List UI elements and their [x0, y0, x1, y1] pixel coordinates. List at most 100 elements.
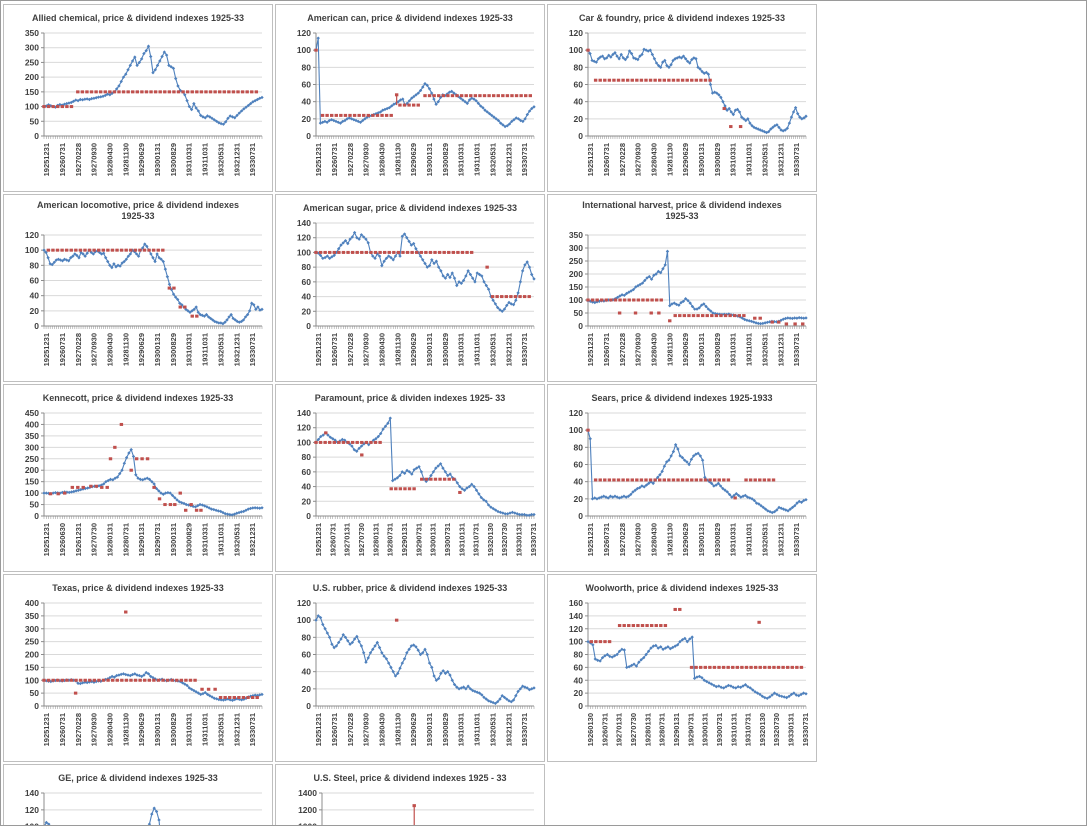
dividend-dot [412, 804, 416, 808]
dividend-dot [784, 322, 789, 326]
y-tick-label: 100 [297, 45, 311, 55]
chart-ge-price-dividend-indexes-1925-33: GE, price & dividend indexes 1925-330204… [3, 764, 273, 825]
price-marker [619, 52, 623, 57]
dividend-dot [170, 678, 174, 682]
price-marker [231, 316, 235, 321]
dividend-dot [621, 478, 625, 482]
price-marker [649, 646, 653, 650]
y-tick-label: 250 [569, 256, 583, 266]
price-marker [76, 98, 80, 103]
dividend-dot [631, 624, 636, 628]
dividend-dot [446, 94, 450, 98]
x-tick-label: 19290731 [153, 523, 162, 556]
price-marker [621, 56, 625, 60]
x-tick-label: 19311031 [201, 143, 210, 176]
dividend-dot [641, 298, 645, 302]
x-tick-label: 19321231 [776, 523, 785, 556]
dividend-dot [64, 248, 69, 252]
dividend-dot [710, 314, 714, 318]
dividend-dot [603, 640, 607, 644]
dividend-dot [208, 90, 213, 94]
x-tick-label: 19320531 [488, 713, 497, 746]
dividend-dot [452, 477, 456, 481]
dividend-dot [485, 265, 489, 269]
dividend-dot [420, 477, 424, 481]
dividend-dot [723, 314, 728, 318]
price-marker [149, 54, 153, 59]
y-tick-label: 1200 [298, 805, 317, 815]
price-marker [210, 318, 215, 322]
chart-canvas: Sears, price & dividend indexes 1925-193… [569, 393, 808, 556]
dividend-dot [341, 440, 346, 444]
dividend-dot [101, 248, 105, 252]
dividend-dot [607, 78, 612, 82]
price-marker [53, 490, 58, 495]
price-marker [804, 497, 808, 502]
price-marker [137, 60, 142, 65]
dividend-dot [790, 665, 794, 669]
dividend-dot [432, 94, 436, 98]
dividend-dot [350, 440, 355, 444]
dividend-dot [633, 311, 638, 315]
dividend-dot [48, 492, 53, 496]
price-line [315, 417, 534, 516]
x-tick-label: 19320531 [216, 713, 225, 746]
chart-american-can-price-dividend-indexes-1925: American can, price & dividend indexes 1… [275, 4, 545, 192]
dividend-dot [65, 105, 69, 109]
price-marker [80, 681, 85, 685]
dividend-dot [175, 678, 179, 682]
dividend-dot [719, 314, 723, 318]
price-marker [723, 488, 727, 492]
x-tick-label: 19270730 [90, 523, 99, 556]
dividend-dot [447, 250, 451, 254]
y-tick-label: 100 [569, 295, 583, 305]
chart-title: Woolworth, price & dividend indexes 1925… [586, 583, 779, 593]
price-marker [685, 460, 689, 464]
dividend-dot [378, 440, 382, 444]
price-marker [221, 122, 226, 126]
x-tick-label: 19280430 [378, 143, 387, 176]
y-tick-label: 150 [25, 87, 39, 97]
y-tick-label: 150 [569, 282, 583, 292]
dividend-dot [433, 250, 437, 254]
price-marker [527, 265, 532, 269]
dividend-dot [630, 478, 634, 482]
price-marker [667, 458, 671, 462]
x-tick-label: 19320531 [760, 143, 769, 176]
price-marker [625, 665, 629, 670]
price-marker [644, 483, 649, 487]
price-marker [167, 282, 172, 286]
dividend-dot [133, 248, 138, 252]
price-marker [120, 261, 124, 265]
x-tick-label: 19281130 [393, 333, 402, 366]
y-tick-label: 300 [25, 442, 39, 452]
chart-sears-price-dividend-indexes-1925-1933: Sears, price & dividend indexes 1925-193… [547, 384, 817, 572]
price-marker [233, 116, 237, 120]
price-marker [146, 44, 151, 48]
price-marker [260, 95, 264, 100]
x-tick-label: 19320531 [232, 523, 241, 556]
x-tick-label: 19280731 [658, 713, 667, 746]
price-marker [346, 241, 350, 246]
y-tick-label: 100 [25, 675, 39, 685]
y-tick-label: 120 [25, 230, 39, 240]
y-tick-label: 0 [34, 511, 39, 521]
price-marker [380, 263, 384, 268]
dividend-dot [694, 78, 699, 82]
dividend-dot [586, 298, 590, 302]
dividend-dot [795, 665, 799, 669]
dividend-dot [654, 298, 659, 302]
price-marker [377, 645, 382, 650]
chart-paramount-price-dividen-indexes-1925-33: Paramount, price & dividen indexes 1925-… [275, 384, 545, 572]
x-tick-label: 19280430 [650, 143, 659, 176]
dividend-dot [705, 314, 709, 318]
price-marker [450, 678, 454, 682]
x-tick-label: 19280731 [121, 523, 130, 556]
price-marker [398, 473, 402, 478]
x-tick-label: 19300131 [425, 713, 434, 746]
y-tick-label: 0 [34, 701, 39, 711]
price-marker [182, 501, 186, 506]
dividend-dot [658, 78, 662, 82]
chart-woolworth-price-dividend-indexes-1925-33: Woolworth, price & dividend indexes 1925… [547, 574, 817, 762]
